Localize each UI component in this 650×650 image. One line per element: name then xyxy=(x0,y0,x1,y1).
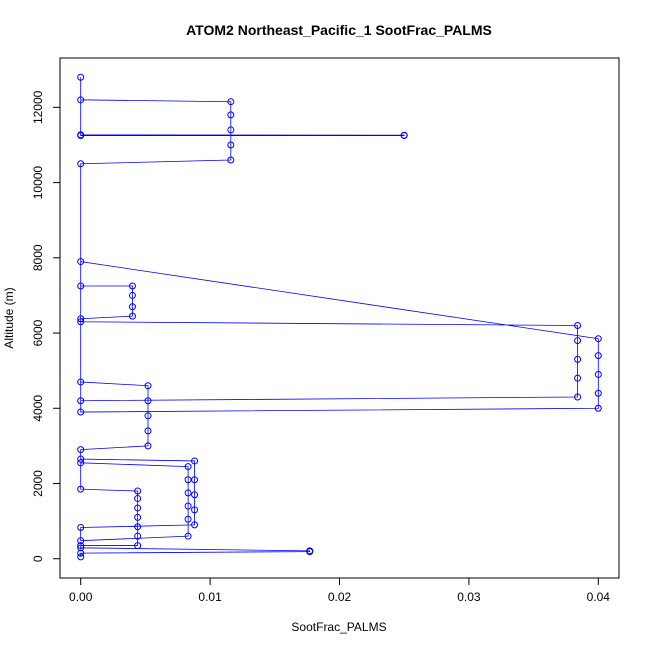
point xyxy=(77,96,85,104)
point xyxy=(77,282,85,290)
point xyxy=(134,523,142,531)
point xyxy=(184,515,192,523)
point xyxy=(144,382,152,390)
x-tick-label: 0.04 xyxy=(587,590,611,604)
point xyxy=(77,524,85,532)
y-tick-label: 2000 xyxy=(31,470,45,497)
point xyxy=(184,489,192,497)
point xyxy=(77,459,85,467)
point xyxy=(77,544,85,552)
point xyxy=(191,491,199,499)
point xyxy=(134,487,142,495)
x-tick-label: 0.02 xyxy=(328,590,352,604)
point xyxy=(306,547,314,555)
y-tick-label: 0 xyxy=(31,555,45,562)
point xyxy=(594,389,602,397)
x-tick-label: 0.01 xyxy=(198,590,222,604)
point xyxy=(77,553,85,561)
point xyxy=(574,393,582,401)
y-axis-label: Altitude (m) xyxy=(2,287,16,348)
point xyxy=(77,549,85,557)
point xyxy=(191,521,199,529)
point xyxy=(574,374,582,382)
point xyxy=(400,131,408,139)
point xyxy=(77,446,85,454)
point xyxy=(227,126,235,134)
point xyxy=(594,335,602,343)
point xyxy=(184,532,192,540)
y-tick-label: 4000 xyxy=(31,395,45,422)
chart-title: ATOM2 Northeast_Pacific_1 SootFrac_PALMS xyxy=(186,22,492,38)
point xyxy=(134,513,142,521)
point xyxy=(77,73,85,81)
point xyxy=(594,404,602,412)
point xyxy=(77,318,85,326)
point xyxy=(184,502,192,510)
point xyxy=(227,141,235,149)
x-tick-label: 0.00 xyxy=(69,590,93,604)
point xyxy=(144,442,152,450)
y-tick-label: 6000 xyxy=(31,319,45,346)
point xyxy=(77,408,85,416)
point xyxy=(144,397,152,405)
point xyxy=(128,282,136,290)
point xyxy=(128,312,136,320)
point xyxy=(134,495,142,503)
point xyxy=(594,370,602,378)
point xyxy=(227,111,235,119)
point xyxy=(77,455,85,463)
point xyxy=(227,156,235,164)
point xyxy=(77,160,85,168)
point xyxy=(77,542,85,550)
point xyxy=(574,322,582,330)
point xyxy=(227,98,235,106)
point xyxy=(134,504,142,512)
point xyxy=(77,378,85,386)
point xyxy=(574,355,582,363)
point xyxy=(77,537,85,545)
point xyxy=(77,397,85,405)
point xyxy=(77,131,85,139)
point xyxy=(144,427,152,435)
point xyxy=(128,303,136,311)
y-tick-label: 12000 xyxy=(31,90,45,124)
point xyxy=(77,485,85,493)
point xyxy=(134,532,142,540)
point xyxy=(134,542,142,550)
point xyxy=(144,412,152,420)
point xyxy=(184,463,192,471)
x-tick-label: 0.03 xyxy=(457,590,481,604)
point xyxy=(191,476,199,484)
point xyxy=(77,258,85,266)
x-axis-label: SootFrac_PALMS xyxy=(291,620,386,634)
y-tick-label: 10000 xyxy=(31,166,45,200)
point xyxy=(128,291,136,299)
point xyxy=(594,352,602,360)
point xyxy=(191,506,199,514)
point xyxy=(191,457,199,465)
point xyxy=(574,337,582,345)
point xyxy=(77,315,85,323)
y-tick-label: 8000 xyxy=(31,244,45,271)
